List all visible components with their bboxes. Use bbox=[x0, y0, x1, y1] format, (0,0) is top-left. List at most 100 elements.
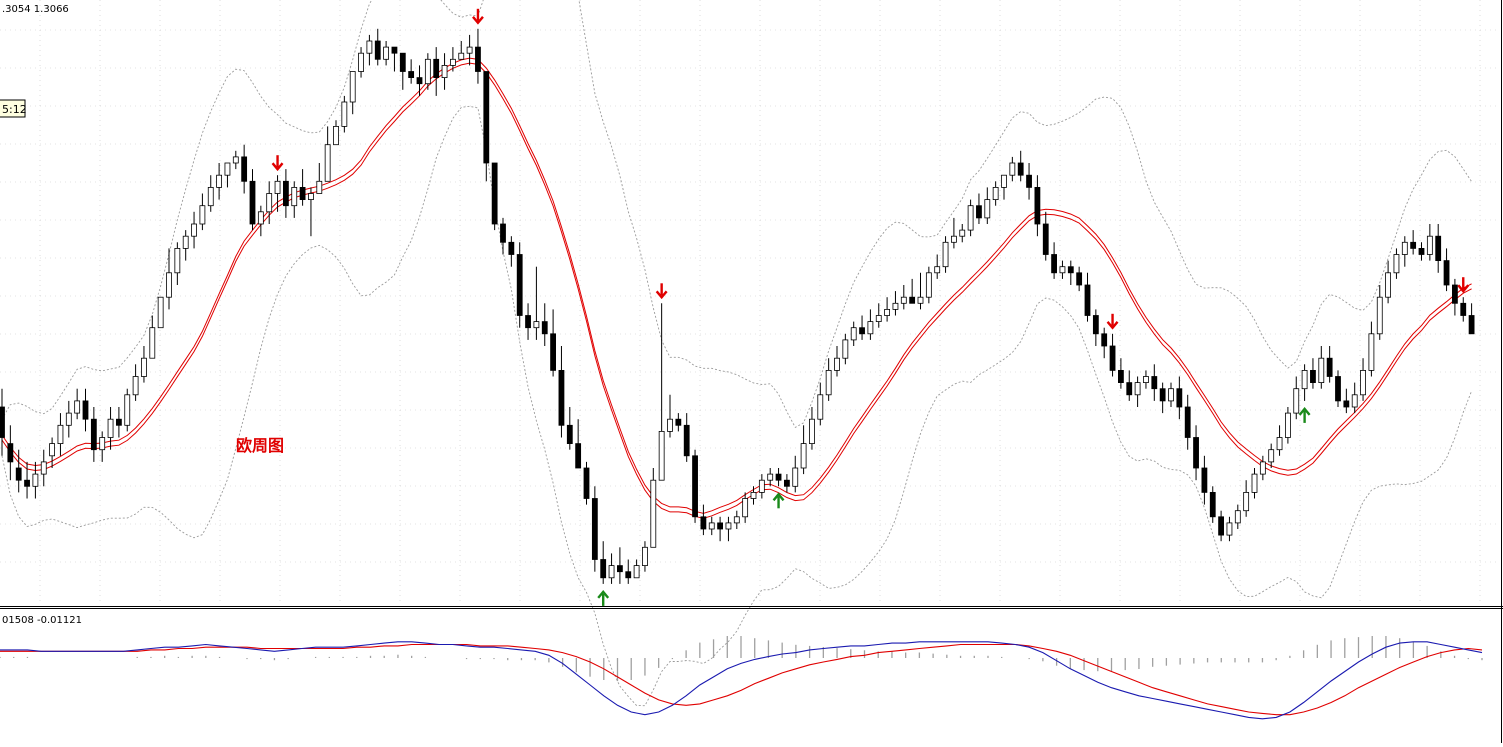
candle bbox=[99, 431, 106, 462]
candle-body-bear bbox=[583, 467, 590, 499]
candle-body-bull bbox=[984, 199, 991, 219]
candle bbox=[1118, 358, 1124, 389]
sell-arrow-icon bbox=[1106, 313, 1119, 330]
candle-body-bear bbox=[416, 77, 423, 85]
buy-arrow-icon bbox=[597, 590, 610, 606]
candle-body-bull bbox=[124, 394, 131, 426]
candle bbox=[1101, 327, 1108, 359]
candle bbox=[207, 175, 214, 212]
candle-body-bear bbox=[1435, 235, 1442, 261]
sell-arrow-icon bbox=[1457, 277, 1470, 294]
candle bbox=[608, 553, 615, 584]
bollinger-upper bbox=[1, 0, 1472, 429]
candle bbox=[533, 266, 540, 340]
candle bbox=[1017, 150, 1024, 182]
candle bbox=[733, 510, 740, 529]
candle-body-bull bbox=[1059, 266, 1066, 274]
candle-body-bear bbox=[600, 559, 607, 579]
candle bbox=[583, 461, 590, 505]
candle bbox=[0, 388, 5, 456]
buy-arrow-head bbox=[597, 590, 610, 599]
candle-body-bull bbox=[107, 418, 114, 438]
candle bbox=[483, 71, 490, 182]
candle-body-bear bbox=[0, 406, 5, 438]
candle-body-bear bbox=[1209, 491, 1216, 518]
candle bbox=[984, 187, 991, 224]
candle bbox=[508, 236, 515, 267]
candle-body-bear bbox=[1218, 516, 1224, 536]
candle bbox=[1234, 504, 1241, 529]
candle-body-bear bbox=[1410, 241, 1417, 249]
candle bbox=[257, 205, 264, 237]
candle-body-bull bbox=[959, 229, 966, 237]
candle bbox=[366, 34, 373, 66]
candle-body-bear bbox=[1468, 315, 1475, 335]
candle bbox=[591, 486, 598, 572]
candle-body-bear bbox=[1067, 266, 1074, 274]
candle-body-bull bbox=[1168, 388, 1174, 402]
candle-body-bull bbox=[49, 443, 55, 457]
candle bbox=[917, 272, 924, 310]
candle-body-bull bbox=[291, 186, 298, 207]
candle-body-bull bbox=[141, 357, 147, 377]
candle bbox=[1443, 248, 1450, 292]
candle-body-bear bbox=[1335, 376, 1341, 402]
candle-body-bull bbox=[667, 418, 673, 432]
candle-body-bull bbox=[1426, 235, 1433, 255]
candle bbox=[57, 413, 64, 456]
candle-body-bull bbox=[725, 522, 732, 530]
candle bbox=[842, 333, 849, 365]
sell-arrow-icon bbox=[271, 155, 284, 172]
candle-body-bull bbox=[1234, 510, 1241, 524]
candle-body-bull bbox=[149, 327, 156, 359]
candle bbox=[1435, 224, 1442, 273]
candle bbox=[491, 162, 498, 231]
candle bbox=[333, 120, 339, 146]
candle bbox=[1310, 358, 1316, 389]
candle bbox=[942, 236, 949, 273]
candle-body-bear bbox=[525, 315, 531, 329]
candle bbox=[1151, 364, 1158, 401]
candle bbox=[541, 303, 548, 346]
candle bbox=[241, 144, 248, 194]
candle-body-bull bbox=[65, 412, 72, 426]
candle-body-bear bbox=[976, 205, 982, 219]
candle bbox=[399, 52, 406, 90]
candle-body-bull bbox=[1259, 461, 1266, 475]
signal-arrows bbox=[271, 8, 1470, 606]
candle-body-bear bbox=[1460, 302, 1467, 316]
candle bbox=[1143, 370, 1149, 389]
candle-body-bull bbox=[257, 211, 264, 225]
candle-body-bear bbox=[683, 424, 690, 457]
candle-body-bull bbox=[951, 235, 957, 243]
candle bbox=[934, 254, 941, 279]
candle bbox=[1084, 272, 1091, 322]
candle bbox=[875, 303, 882, 328]
candle-body-bull bbox=[1293, 388, 1300, 414]
candle-body-bull bbox=[800, 443, 807, 469]
candle bbox=[1418, 242, 1425, 261]
candle-body-bull bbox=[333, 126, 339, 146]
candle bbox=[1393, 248, 1400, 279]
candle bbox=[1351, 382, 1358, 414]
candle-body-bear bbox=[1109, 345, 1116, 371]
candle bbox=[951, 217, 957, 249]
candle bbox=[1092, 309, 1099, 346]
candle bbox=[1209, 486, 1216, 523]
candle bbox=[141, 346, 147, 383]
candle-body-bull bbox=[925, 272, 932, 298]
candle bbox=[1301, 364, 1308, 401]
candle-body-bear bbox=[1201, 467, 1208, 493]
sell-arrow-head bbox=[655, 290, 668, 300]
price-grid bbox=[0, 0, 1500, 604]
candle bbox=[717, 516, 723, 542]
candle-body-bull bbox=[633, 565, 640, 579]
candle-body-bull bbox=[650, 479, 657, 548]
candle bbox=[191, 211, 197, 249]
candle bbox=[1076, 266, 1083, 292]
candle-body-bull bbox=[182, 235, 189, 249]
sell-arrow-head bbox=[472, 16, 484, 25]
candle-body-bull bbox=[1385, 272, 1391, 298]
candle-body-bull bbox=[1143, 376, 1149, 383]
